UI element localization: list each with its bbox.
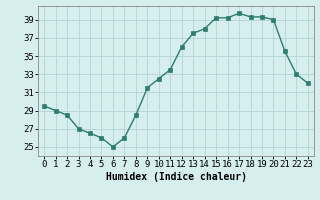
- X-axis label: Humidex (Indice chaleur): Humidex (Indice chaleur): [106, 172, 246, 182]
